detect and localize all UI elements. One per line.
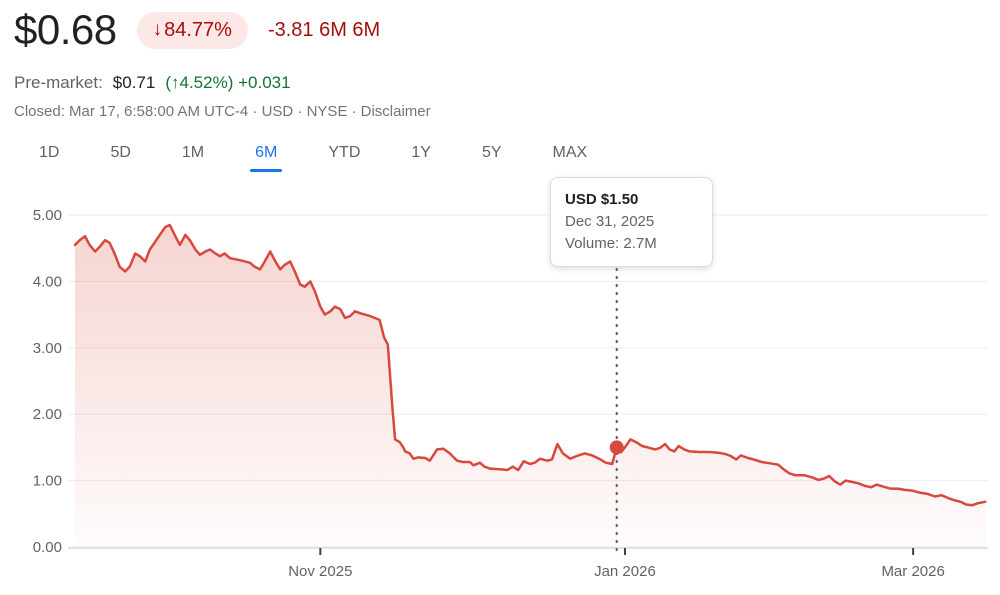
- y-tick-label: 4.00: [33, 273, 62, 290]
- premarket-row: Pre-market: $0.71 (↑4.52%) +0.031: [14, 73, 291, 93]
- chart-marker: [609, 440, 624, 455]
- change-percent-value: 84.77%: [164, 18, 232, 41]
- premarket-label: Pre-market:: [14, 73, 103, 92]
- tab-1y[interactable]: 1Y: [411, 144, 431, 161]
- price-header: $0.68 ↓ 84.77% -3.81 6M 6M: [14, 6, 380, 54]
- tab-6m[interactable]: 6M: [250, 142, 283, 174]
- tab-1m[interactable]: 1M: [181, 144, 205, 161]
- area-fill: [75, 225, 986, 547]
- market-status-row: Closed: Mar 17, 6:58:00 AM UTC-4 · USD ·…: [14, 103, 431, 120]
- change-absolute: -3.81 6M 6M: [267, 18, 381, 41]
- x-tick-label: Mar 2026: [881, 563, 944, 580]
- time-range-tabs: 1D 5D 1M 6M YTD 1Y 5Y MAX: [38, 142, 588, 174]
- current-price: $0.68: [14, 6, 117, 53]
- y-tick-label: 2.00: [33, 406, 62, 423]
- tooltip-date: Dec 31, 2025: [565, 213, 655, 230]
- x-tick-label: Jan 2026: [594, 563, 656, 580]
- tab-ytd[interactable]: YTD: [328, 144, 361, 161]
- x-tick-label: Nov 2025: [288, 563, 352, 580]
- tooltip-volume: Volume: 2.7M: [565, 235, 657, 252]
- price-chart[interactable]: 0.00 1.00 2.00 3.00 4.00 5.00 Nov 2025 Jan 2026…: [0, 195, 1000, 595]
- y-tick-label: 5.00: [33, 207, 62, 224]
- premarket-price: $0.71: [112, 73, 156, 92]
- change-percent-badge: ↓ 84.77%: [136, 11, 248, 49]
- y-tick-label: 1.00: [33, 473, 62, 490]
- y-tick-label: 0.00: [33, 539, 62, 556]
- price-line: [73, 223, 987, 507]
- price-chart-svg[interactable]: 0.00 1.00 2.00 3.00 4.00 5.00 Nov 2025 Jan 2026…: [0, 195, 1000, 595]
- chart-tooltip: USD $1.50 Dec 31, 2025 Volume: 2.7M: [550, 177, 713, 267]
- tooltip-price: USD $1.50: [565, 191, 639, 208]
- disclaimer-link[interactable]: Disclaimer: [360, 103, 431, 120]
- down-arrow-icon: ↓: [152, 19, 163, 40]
- premarket-change: (↑4.52%) +0.031: [165, 73, 291, 92]
- market-status-text: Closed: Mar 17, 6:58:00 AM UTC-4 · USD ·…: [14, 103, 357, 120]
- tab-1d[interactable]: 1D: [39, 144, 60, 161]
- tab-5d[interactable]: 5D: [110, 144, 131, 161]
- y-tick-label: 3.00: [33, 340, 62, 357]
- tab-max[interactable]: MAX: [552, 144, 588, 161]
- tab-5y[interactable]: 5Y: [481, 144, 502, 161]
